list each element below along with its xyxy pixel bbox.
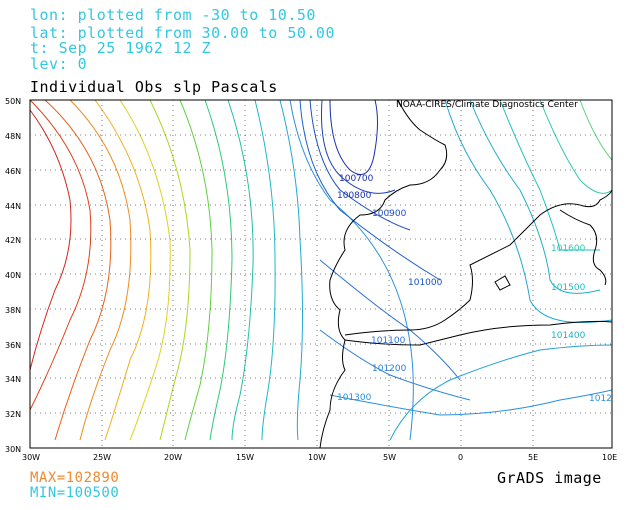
lon-tick: 5E	[528, 453, 538, 462]
contour-label: 100900	[372, 209, 407, 219]
level-info: lev: 0	[30, 55, 88, 73]
contour-label: 101200	[372, 364, 407, 374]
lon-tick: 30W	[22, 453, 40, 462]
lat-tick: 34N	[5, 375, 21, 384]
lon-tick: 0	[458, 453, 463, 462]
time-info: t: Sep 25 1962 12 Z	[30, 39, 212, 57]
contour-labels: 100700 100800 100900 101000 101100 10120…	[337, 174, 612, 404]
contour-label: 1012	[589, 394, 612, 404]
max-value: MAX=102890	[30, 470, 120, 486]
lat-tick: 48N	[5, 132, 21, 141]
plot-title: Individual Obs slp Pascals	[30, 78, 278, 96]
lat-tick: 42N	[5, 236, 21, 245]
lon-tick: 10E	[602, 453, 617, 462]
contour-label: 101500	[551, 283, 586, 293]
contour-label: 101600	[551, 244, 586, 254]
lon-range-info: lon: plotted from -30 to 10.50	[30, 6, 316, 24]
min-value: MIN=100500	[30, 485, 120, 501]
lon-tick: 10W	[308, 453, 326, 462]
contour-label: 101000	[408, 278, 443, 288]
graticule	[30, 100, 612, 448]
isobar-contours	[29, 99, 613, 441]
lon-tick: 15W	[236, 453, 254, 462]
lon-tick-labels: 30W 25W 20W 15W 10W 5W 0 5E 10E	[22, 453, 617, 462]
contour-label: 101100	[371, 336, 406, 346]
lon-tick: 5W	[383, 453, 396, 462]
lat-tick: 50N	[5, 97, 21, 106]
lon-tick: 25W	[93, 453, 111, 462]
grads-label: GrADS image	[497, 469, 602, 487]
lat-tick: 30N	[5, 445, 21, 454]
lat-tick-labels: 50N 48N 46N 44N 42N 40N 38N 36N 34N 32N …	[5, 97, 21, 454]
lat-tick: 40N	[5, 271, 21, 280]
contour-label: 100700	[339, 174, 374, 184]
lon-tick: 20W	[164, 453, 182, 462]
lat-tick: 46N	[5, 167, 21, 176]
coastline	[319, 99, 613, 449]
contour-label: 101400	[551, 331, 586, 341]
lat-tick: 32N	[5, 410, 21, 419]
credit-text: NOAA-CIRES/Climate Diagnostics Center	[396, 100, 578, 110]
lat-tick: 38N	[5, 306, 21, 315]
lat-tick: 36N	[5, 341, 21, 350]
contour-label: 100800	[337, 191, 372, 201]
contour-label: 101300	[337, 393, 372, 403]
lat-tick: 44N	[5, 202, 21, 211]
lat-range-info: lat: plotted from 30.00 to 50.00	[30, 24, 335, 42]
